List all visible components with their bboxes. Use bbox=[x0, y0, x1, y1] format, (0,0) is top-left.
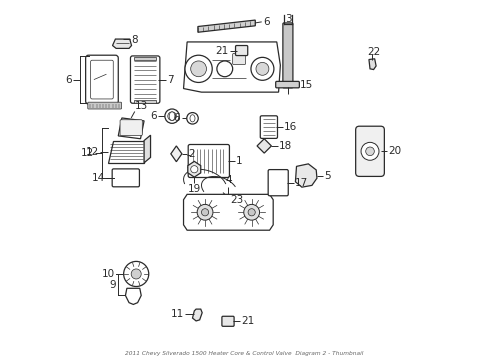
FancyBboxPatch shape bbox=[88, 102, 121, 109]
Circle shape bbox=[201, 209, 208, 216]
FancyBboxPatch shape bbox=[130, 56, 160, 103]
FancyBboxPatch shape bbox=[85, 55, 118, 104]
Text: 13: 13 bbox=[135, 101, 148, 111]
Polygon shape bbox=[125, 288, 141, 305]
FancyBboxPatch shape bbox=[222, 316, 234, 326]
Circle shape bbox=[186, 113, 198, 124]
Text: 11: 11 bbox=[171, 309, 184, 319]
Text: 6: 6 bbox=[65, 75, 72, 85]
Text: 14: 14 bbox=[91, 173, 104, 183]
Text: 21: 21 bbox=[241, 316, 254, 326]
Circle shape bbox=[360, 142, 378, 160]
Circle shape bbox=[190, 166, 198, 173]
Text: 19: 19 bbox=[187, 184, 201, 194]
FancyBboxPatch shape bbox=[275, 81, 299, 88]
Text: 6: 6 bbox=[150, 111, 157, 121]
FancyBboxPatch shape bbox=[267, 170, 287, 196]
Text: 6: 6 bbox=[173, 113, 180, 123]
FancyBboxPatch shape bbox=[282, 23, 292, 88]
Circle shape bbox=[131, 269, 141, 279]
FancyBboxPatch shape bbox=[188, 144, 229, 177]
FancyBboxPatch shape bbox=[260, 116, 277, 138]
Circle shape bbox=[123, 261, 148, 287]
Polygon shape bbox=[144, 135, 150, 163]
Polygon shape bbox=[192, 309, 202, 321]
Text: 12: 12 bbox=[81, 148, 94, 158]
Text: 21: 21 bbox=[215, 46, 228, 55]
Text: 18: 18 bbox=[279, 141, 292, 151]
FancyBboxPatch shape bbox=[112, 169, 139, 187]
Circle shape bbox=[190, 61, 206, 77]
Polygon shape bbox=[108, 140, 144, 163]
Circle shape bbox=[184, 55, 212, 82]
Bar bbox=[134, 100, 156, 103]
Polygon shape bbox=[257, 139, 271, 153]
FancyBboxPatch shape bbox=[232, 53, 245, 64]
Text: 2: 2 bbox=[188, 149, 195, 159]
Text: 8: 8 bbox=[131, 35, 138, 45]
Text: 16: 16 bbox=[284, 122, 297, 132]
Text: 4: 4 bbox=[224, 175, 231, 185]
Polygon shape bbox=[295, 164, 316, 187]
Text: 9: 9 bbox=[109, 280, 116, 290]
Text: 7: 7 bbox=[166, 75, 173, 85]
Text: 23: 23 bbox=[230, 195, 243, 205]
Text: 12: 12 bbox=[86, 147, 99, 157]
Circle shape bbox=[217, 61, 232, 77]
Circle shape bbox=[247, 209, 255, 216]
FancyBboxPatch shape bbox=[235, 45, 247, 55]
Text: 10: 10 bbox=[102, 269, 115, 279]
Bar bbox=[134, 57, 156, 59]
Text: 1: 1 bbox=[235, 156, 242, 166]
Polygon shape bbox=[112, 39, 131, 48]
Circle shape bbox=[167, 112, 176, 121]
Circle shape bbox=[255, 62, 268, 75]
Text: 15: 15 bbox=[300, 80, 313, 90]
Circle shape bbox=[164, 109, 179, 123]
Polygon shape bbox=[368, 59, 375, 69]
Circle shape bbox=[250, 57, 273, 80]
Text: 20: 20 bbox=[388, 146, 401, 156]
Text: 6: 6 bbox=[262, 17, 269, 27]
FancyBboxPatch shape bbox=[355, 126, 384, 176]
Circle shape bbox=[244, 204, 259, 220]
Polygon shape bbox=[183, 42, 280, 92]
Text: 22: 22 bbox=[366, 47, 380, 57]
Polygon shape bbox=[170, 146, 182, 162]
Text: 5: 5 bbox=[324, 171, 330, 181]
Polygon shape bbox=[187, 161, 201, 177]
Polygon shape bbox=[198, 20, 255, 32]
Text: 17: 17 bbox=[294, 178, 307, 188]
Circle shape bbox=[365, 147, 373, 156]
Text: 3: 3 bbox=[285, 14, 292, 24]
Ellipse shape bbox=[190, 115, 195, 122]
FancyBboxPatch shape bbox=[90, 60, 113, 99]
FancyBboxPatch shape bbox=[120, 120, 142, 135]
Polygon shape bbox=[118, 118, 144, 139]
Text: 2011 Chevy Silverado 1500 Heater Core & Control Valve  Diagram 2 - Thumbnail: 2011 Chevy Silverado 1500 Heater Core & … bbox=[125, 351, 363, 356]
Ellipse shape bbox=[169, 112, 175, 121]
Polygon shape bbox=[183, 194, 273, 230]
Circle shape bbox=[197, 204, 212, 220]
